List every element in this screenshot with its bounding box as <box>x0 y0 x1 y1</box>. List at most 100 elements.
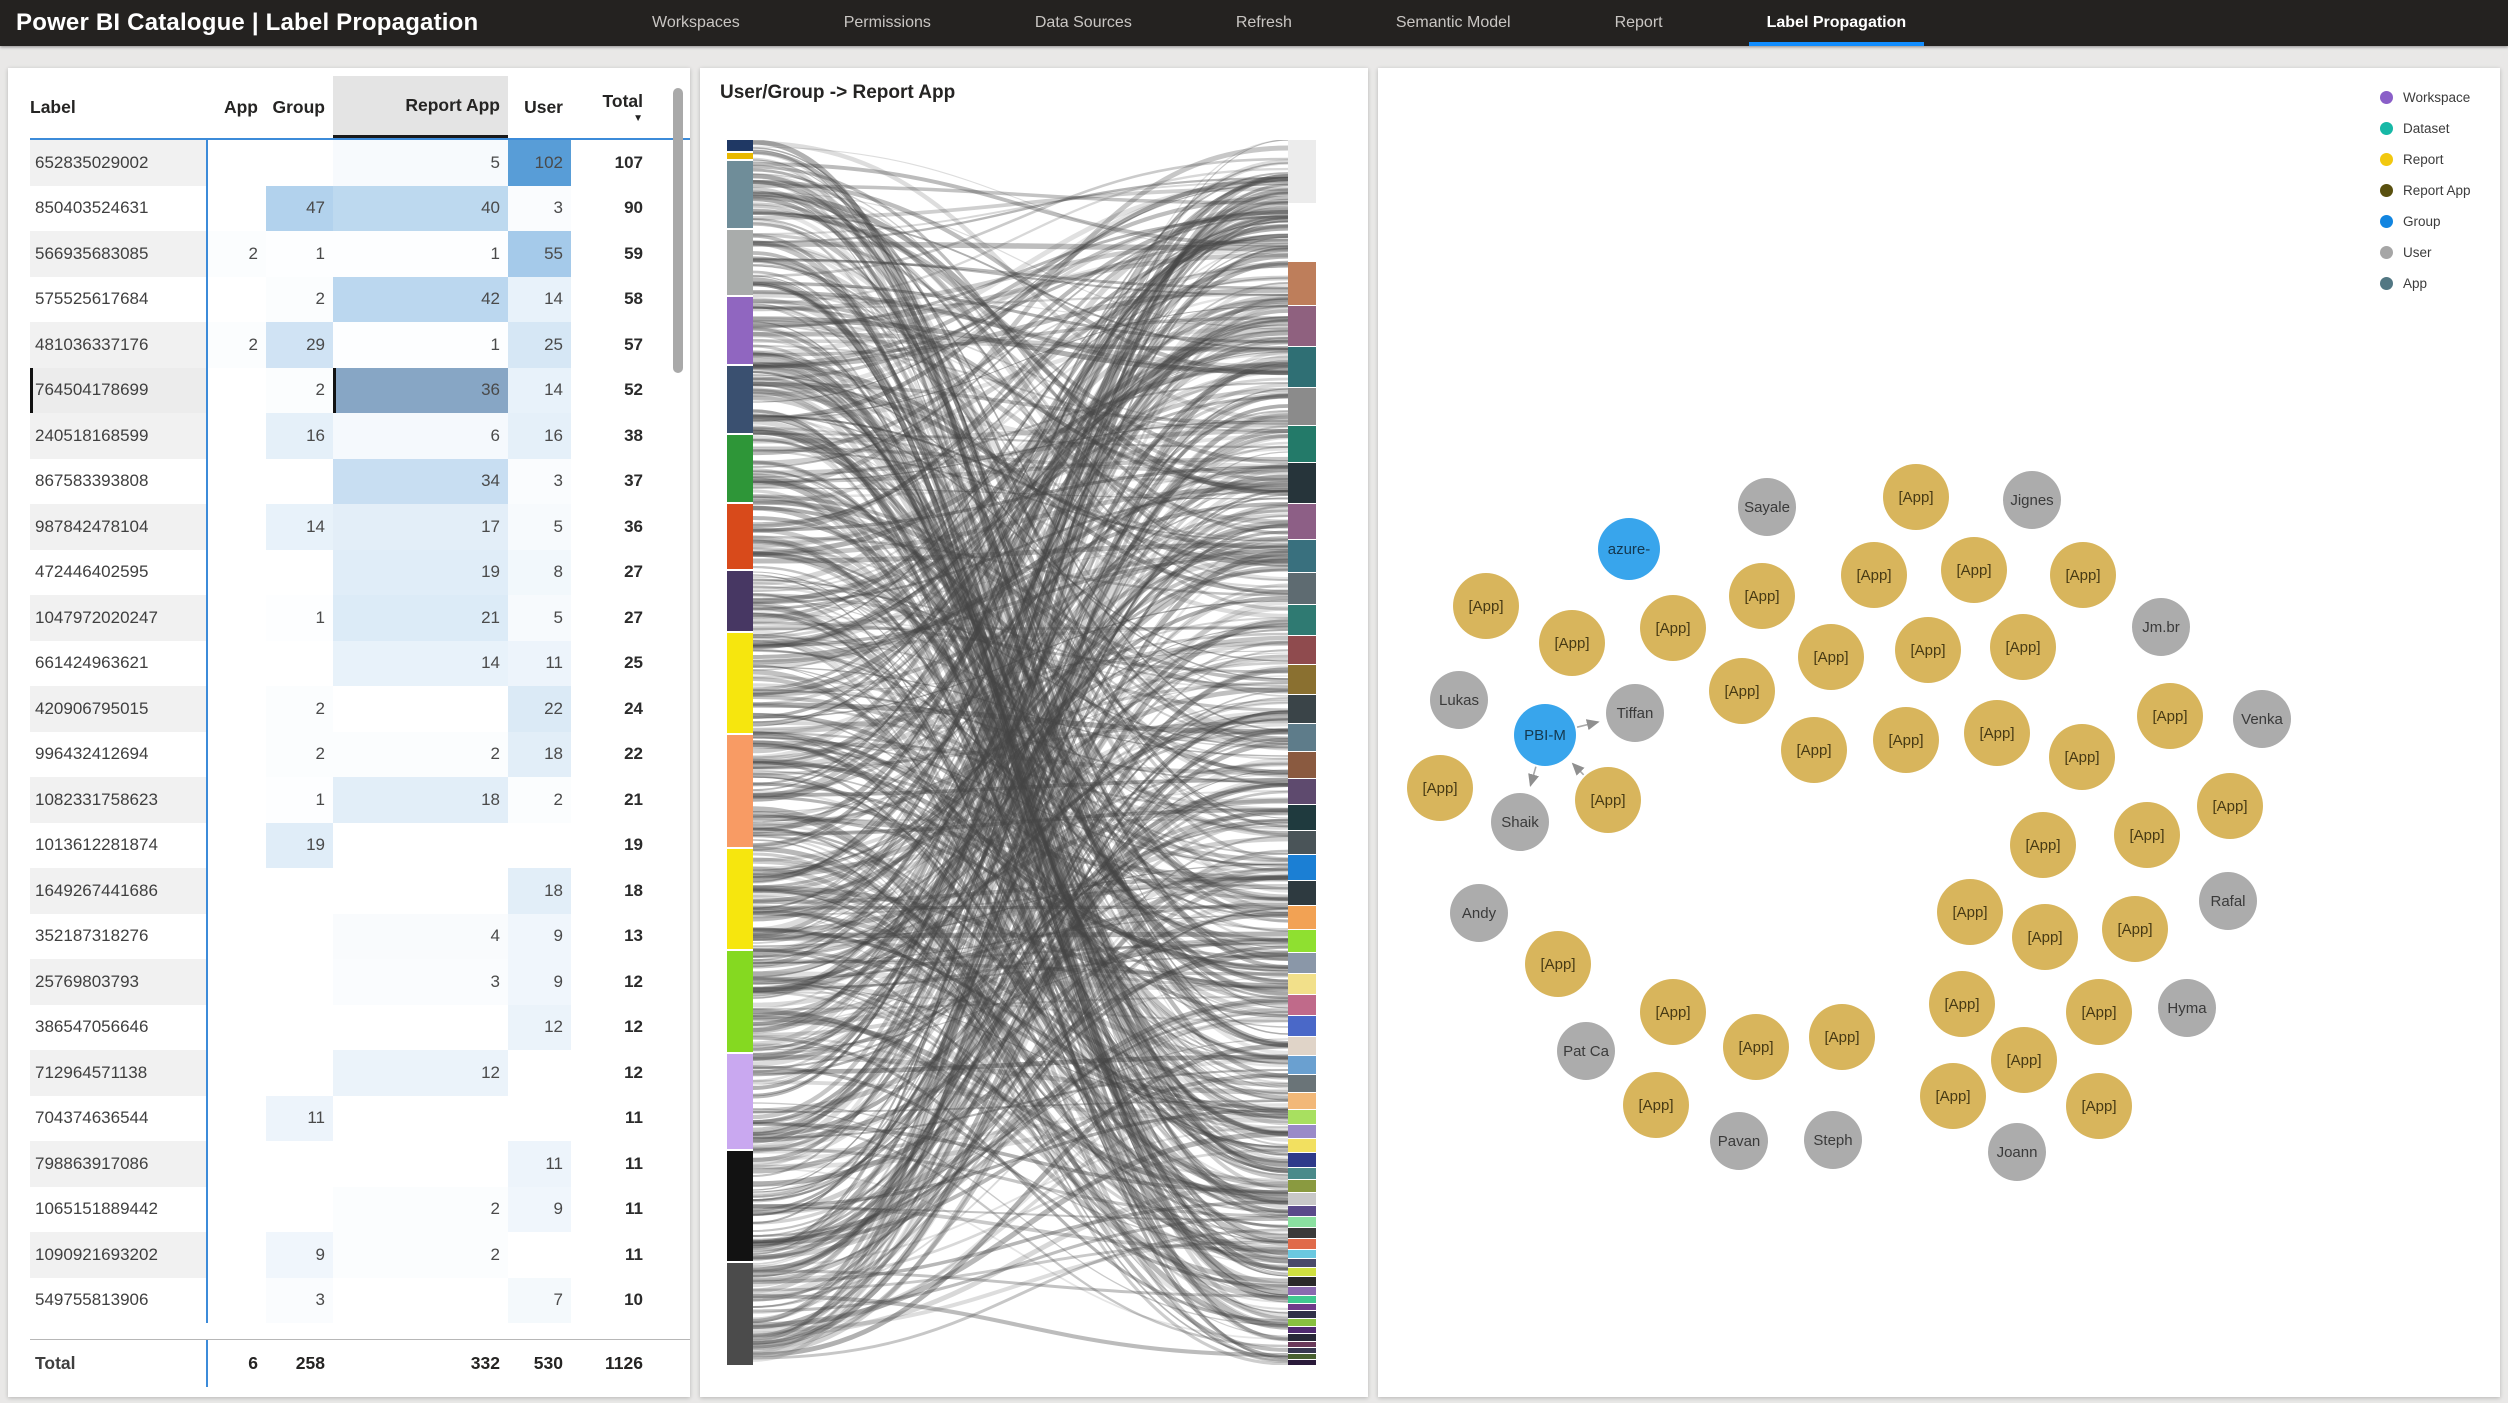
sankey-target-node[interactable] <box>1288 1286 1316 1296</box>
column-header-app[interactable]: App <box>223 96 258 117</box>
app-cell[interactable] <box>208 868 266 914</box>
graph-node-a23[interactable]: [App] <box>1525 931 1591 997</box>
sankey-target-node[interactable] <box>1288 572 1316 605</box>
report-app-cell[interactable] <box>333 823 508 869</box>
report-app-cell[interactable]: 40 <box>333 185 508 231</box>
table-row[interactable]: 712964571138 12 12 <box>30 1050 690 1096</box>
user-cell[interactable]: 9 <box>508 1186 571 1232</box>
user-cell[interactable]: 5 <box>508 595 571 641</box>
group-cell[interactable] <box>266 914 333 960</box>
sankey-target-node[interactable] <box>1288 905 1316 930</box>
sankey-target-node[interactable] <box>1288 1036 1316 1055</box>
group-cell[interactable] <box>266 641 333 687</box>
app-cell[interactable] <box>208 459 266 505</box>
graph-node-a8[interactable]: [App] <box>1640 595 1706 661</box>
sankey-target-node[interactable] <box>1288 1167 1316 1180</box>
graph-node-a25[interactable]: [App] <box>2102 896 2168 962</box>
table-row[interactable]: 481036337176 2 29 1 25 57 <box>30 322 690 368</box>
app-cell[interactable]: 2 <box>248 334 258 354</box>
legend-item-report[interactable]: Report <box>2380 144 2490 175</box>
graph-node-pavan[interactable]: Pavan <box>1710 1112 1768 1170</box>
sankey-target-node[interactable] <box>1288 1277 1316 1286</box>
group-cell[interactable]: 3 <box>315 1290 325 1310</box>
graph-node-a10[interactable]: [App] <box>1895 617 1961 683</box>
label-cell[interactable]: 1649267441686 <box>30 868 208 914</box>
app-cell[interactable] <box>208 186 266 232</box>
graph-node-tiffan[interactable]: Tiffan <box>1606 684 1664 742</box>
user-cell[interactable]: 16 <box>508 413 571 459</box>
total-cell[interactable]: 22 <box>624 744 643 764</box>
label-cell[interactable]: 420906795015 <box>30 686 208 732</box>
graph-node-a9[interactable]: [App] <box>1798 624 1864 690</box>
total-cell[interactable]: 11 <box>625 1199 643 1219</box>
graph-node-a1[interactable]: [App] <box>1883 464 1949 530</box>
total-cell[interactable]: 90 <box>624 198 643 218</box>
total-cell[interactable]: 11 <box>625 1108 643 1128</box>
label-cell[interactable]: 867583393808 <box>30 458 208 504</box>
group-cell[interactable]: 29 <box>266 322 333 368</box>
nav-item-permissions[interactable]: Permissions <box>843 14 931 31</box>
app-cell[interactable] <box>208 595 266 641</box>
user-cell[interactable]: 12 <box>508 1004 571 1050</box>
legend-item-app[interactable]: App <box>2380 268 2490 299</box>
table-total-row[interactable]: Total 6 258 332 530 1126 <box>30 1339 690 1387</box>
sankey-target-node[interactable] <box>1288 1296 1316 1303</box>
total-cell[interactable]: 37 <box>624 471 643 491</box>
total-cell[interactable]: 57 <box>624 334 643 354</box>
group-cell[interactable]: 2 <box>315 698 325 718</box>
sankey-target-node[interactable] <box>1288 1334 1316 1342</box>
table-row[interactable]: 386547056646 12 12 <box>30 1004 690 1050</box>
graph-node-a3[interactable]: [App] <box>1941 537 2007 603</box>
legend-item-group[interactable]: Group <box>2380 206 2490 237</box>
group-cell[interactable]: 1 <box>315 607 325 627</box>
sankey-target-node[interactable] <box>1288 1110 1316 1124</box>
graph-node-hyma[interactable]: Hyma <box>2158 979 2216 1037</box>
group-cell[interactable]: 11 <box>266 1095 333 1141</box>
user-cell[interactable]: 5 <box>508 504 571 550</box>
sankey-target-node[interactable] <box>1288 1258 1316 1268</box>
sankey-target-node[interactable] <box>1288 1180 1316 1192</box>
sankey-target-node[interactable] <box>1288 930 1316 952</box>
user-cell[interactable]: 3 <box>553 471 563 491</box>
app-cell[interactable] <box>208 504 266 550</box>
total-cell[interactable]: 12 <box>624 1017 643 1037</box>
sankey-target-node[interactable] <box>1288 1153 1316 1167</box>
label-cell[interactable]: 712964571138 <box>30 1050 208 1096</box>
group-cell[interactable]: 19 <box>266 822 333 868</box>
graph-node-a26[interactable]: [App] <box>2012 904 2078 970</box>
legend-item-report-app[interactable]: Report App <box>2380 175 2490 206</box>
graph-node-a17[interactable]: [App] <box>2049 724 2115 790</box>
table-row[interactable]: 472446402595 19 8 27 <box>30 549 690 595</box>
user-cell[interactable]: 2 <box>553 789 563 809</box>
user-cell[interactable]: 22 <box>508 686 571 732</box>
table-row[interactable]: 25769803793 3 9 12 <box>30 959 690 1005</box>
sankey-source-node[interactable] <box>727 230 753 296</box>
sankey-target-node[interactable] <box>1288 1348 1316 1353</box>
sankey-target-node[interactable] <box>1288 1205 1316 1216</box>
sankey-target-node[interactable] <box>1288 1342 1316 1347</box>
graph-node-a5[interactable]: [App] <box>1729 563 1795 629</box>
report-app-cell[interactable]: 6 <box>333 413 508 459</box>
graph-node-a19[interactable]: [App] <box>1575 767 1641 833</box>
graph-node-a29[interactable]: [App] <box>2066 979 2132 1045</box>
sankey-target-node[interactable] <box>1288 805 1316 831</box>
nav-item-report[interactable]: Report <box>1614 14 1663 31</box>
app-cell[interactable]: 2 <box>248 243 258 263</box>
group-cell[interactable]: 1 <box>315 789 325 809</box>
sankey-target-node[interactable] <box>1288 881 1316 905</box>
user-cell[interactable] <box>508 1096 571 1142</box>
app-cell[interactable] <box>208 1096 266 1142</box>
table-row[interactable]: 566935683085 2 1 1 55 59 <box>30 231 690 277</box>
table-row[interactable]: 1065151889442 2 9 11 <box>30 1186 690 1232</box>
sankey-source-node[interactable] <box>727 734 753 848</box>
label-cell[interactable]: 987842478104 <box>30 504 208 550</box>
table-row[interactable]: 1090921693202 9 2 11 <box>30 1232 690 1278</box>
sankey-target-node[interactable] <box>1288 204 1316 261</box>
sankey-target-node[interactable] <box>1288 779 1316 805</box>
group-cell[interactable]: 47 <box>266 185 333 231</box>
app-cell[interactable] <box>208 1278 266 1324</box>
report-app-cell[interactable] <box>333 1096 508 1142</box>
app-cell[interactable] <box>208 368 266 414</box>
app-cell[interactable] <box>208 823 266 869</box>
user-cell[interactable]: 14 <box>508 276 571 322</box>
